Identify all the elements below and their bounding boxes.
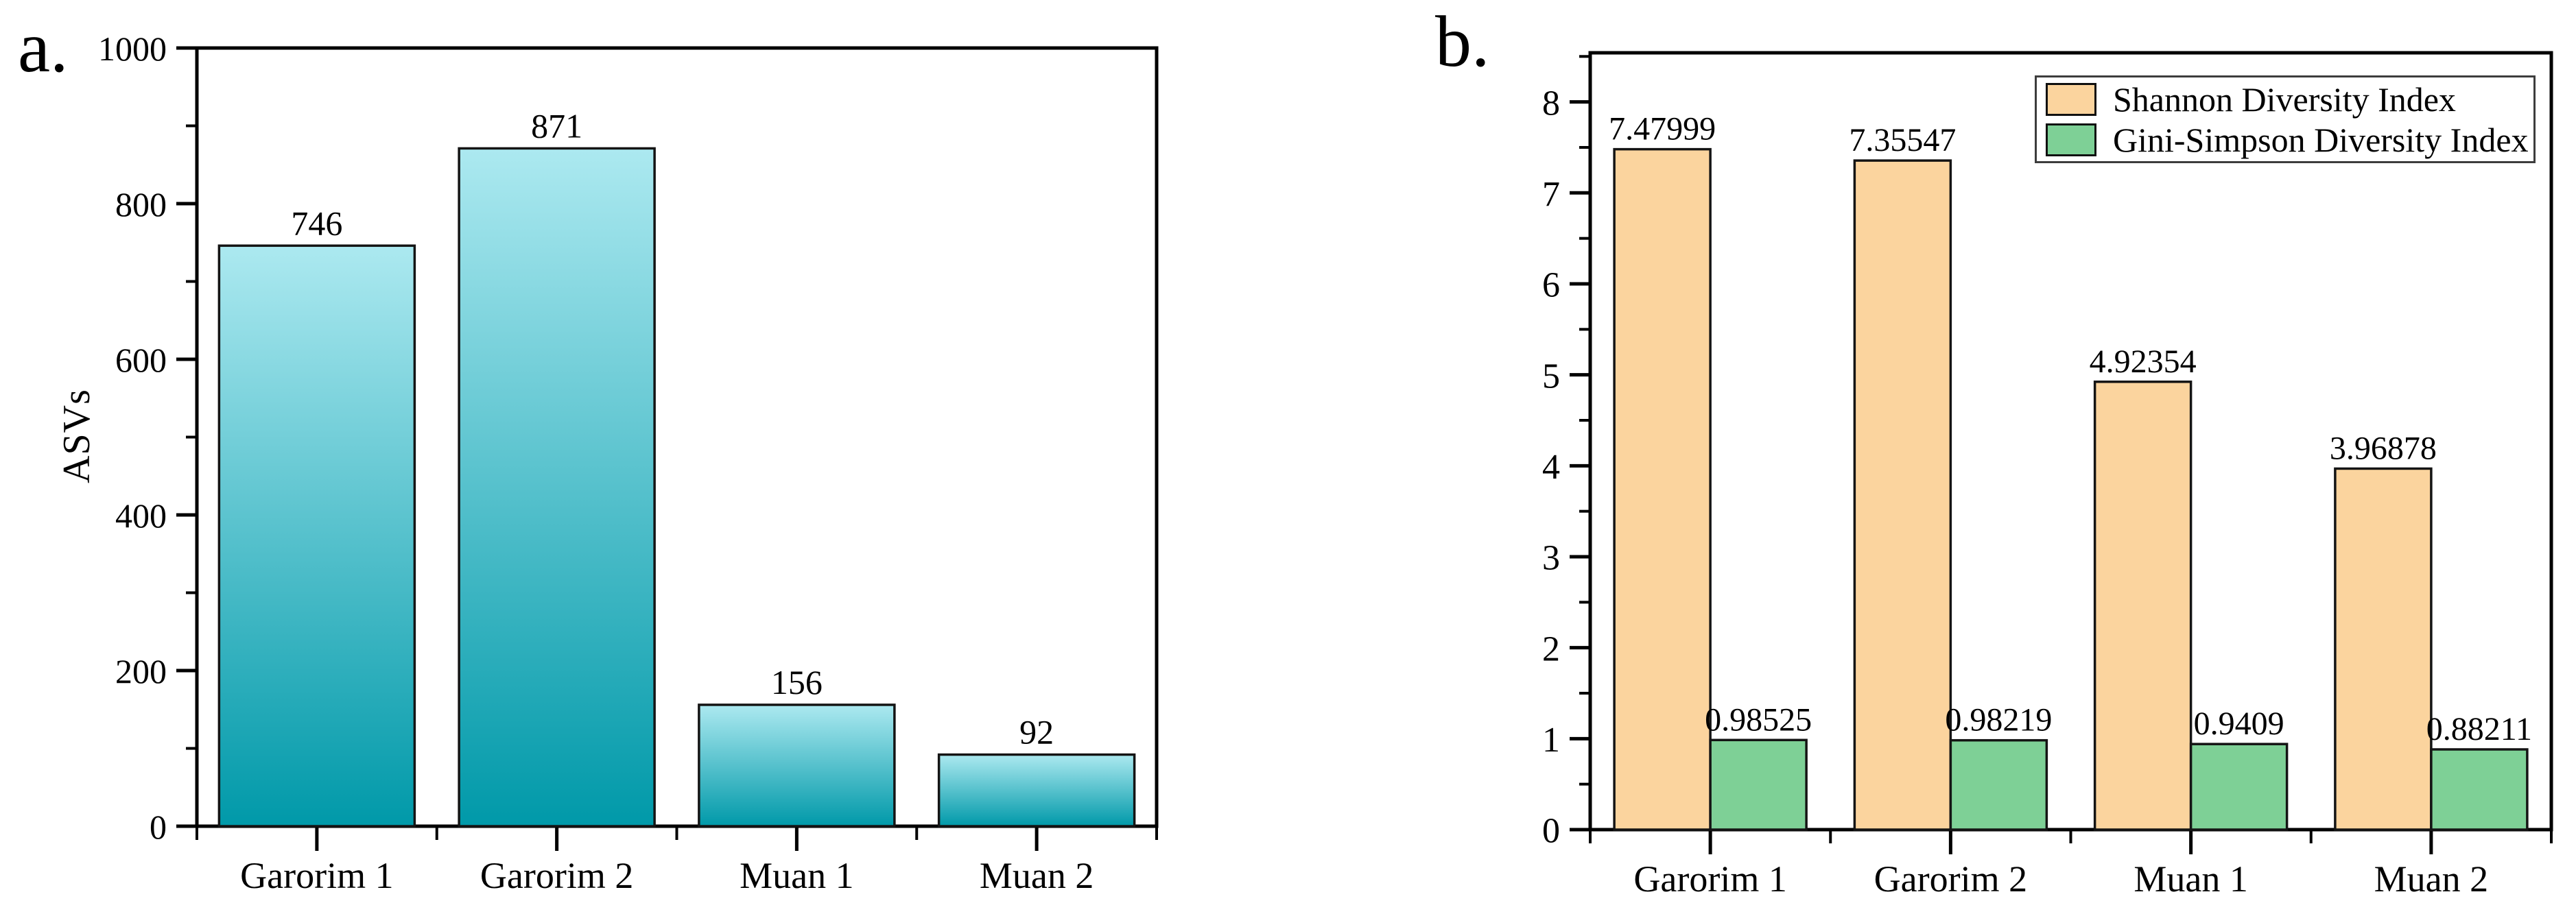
y-tick-label: 0 — [150, 808, 167, 846]
asv-bar — [698, 703, 896, 828]
bar-value-label: 0.88211 — [2426, 711, 2532, 747]
asv-bar — [937, 753, 1136, 828]
panel-a-label: a. — [18, 7, 69, 87]
legend-box: Shannon Diversity Index Gini-Simpson Div… — [2035, 75, 2536, 163]
diversity-bar — [2189, 743, 2289, 831]
y-axis-label-asvs: ASVs — [56, 389, 98, 483]
y-tick-label: 0 — [1542, 812, 1560, 851]
y-tick-label: 600 — [115, 341, 167, 379]
diversity-bar — [2430, 748, 2529, 831]
bar-value-label: 0.98219 — [1945, 702, 2052, 738]
asv-bar — [217, 244, 416, 828]
x-category-label: Garorim 1 — [240, 855, 393, 896]
asv-bar — [458, 147, 656, 828]
bar-value-label: 0.9409 — [2194, 706, 2284, 742]
chart-asvs: 0 200 400 600 800 1000 Garorim 1 Garorim 2 Muan … — [98, 29, 1159, 896]
x-category-label: Garorim 2 — [1874, 858, 2027, 900]
y-tick-label: 2 — [1542, 629, 1560, 669]
y-tick-label: 1000 — [98, 29, 167, 68]
x-category-label: Muan 1 — [740, 855, 853, 896]
y-tick-label: 1 — [1542, 721, 1560, 760]
legend-row-gini: Gini-Simpson Diversity Index — [2046, 122, 2533, 158]
bar-value-label: 92 — [1019, 713, 1054, 751]
chart-diversity-indices: 0 1 2 3 4 5 6 7 8 Garorim 1 Garorim 2 Muan 1 Muan 2 7… — [1542, 51, 2553, 900]
x-category-label: Garorim 1 — [1633, 858, 1786, 900]
diversity-bar — [2334, 467, 2433, 831]
legend-label-shannon: Shannon Diversity Index — [2113, 80, 2456, 119]
bar-value-label: 7.35547 — [1849, 122, 1956, 158]
bar-value-label: 0.98525 — [1705, 701, 1812, 738]
diversity-bar — [2093, 381, 2193, 831]
gini-simpson-swatch-icon — [2046, 123, 2096, 156]
y-tick-label: 800 — [115, 185, 167, 224]
bar-value-label: 871 — [531, 106, 582, 145]
y-tick-label: 5 — [1542, 357, 1560, 396]
x-category-label: Garorim 2 — [480, 855, 633, 896]
y-tick-label: 7 — [1542, 175, 1560, 214]
legend-label-gini: Gini-Simpson Diversity Index — [2113, 120, 2529, 159]
y-tick-label: 4 — [1542, 448, 1560, 487]
y-tick-label: 200 — [115, 652, 167, 690]
bar-value-label: 156 — [771, 663, 823, 701]
diversity-bar — [1709, 738, 1808, 831]
diversity-bar — [1949, 738, 2048, 831]
legend-row-shannon: Shannon Diversity Index — [2046, 82, 2533, 117]
diversity-bar — [1613, 147, 1712, 831]
shannon-swatch-icon — [2046, 82, 2096, 116]
x-category-label: Muan 2 — [980, 855, 1094, 896]
panel-b-label: b. — [1435, 1, 1490, 82]
y-tick-label: 400 — [115, 496, 167, 535]
bar-value-label: 746 — [291, 204, 342, 242]
bar-value-label: 4.92354 — [2090, 344, 2197, 380]
y-tick-label: 8 — [1542, 84, 1560, 123]
bar-value-label: 7.47999 — [1609, 111, 1716, 147]
y-tick-label: 6 — [1542, 266, 1560, 305]
bar-value-label: 3.96878 — [2330, 430, 2437, 466]
x-category-label: Muan 1 — [2134, 858, 2247, 900]
x-category-label: Muan 2 — [2374, 858, 2488, 900]
diversity-bar — [1853, 159, 1952, 831]
y-tick-label: 3 — [1542, 539, 1560, 578]
